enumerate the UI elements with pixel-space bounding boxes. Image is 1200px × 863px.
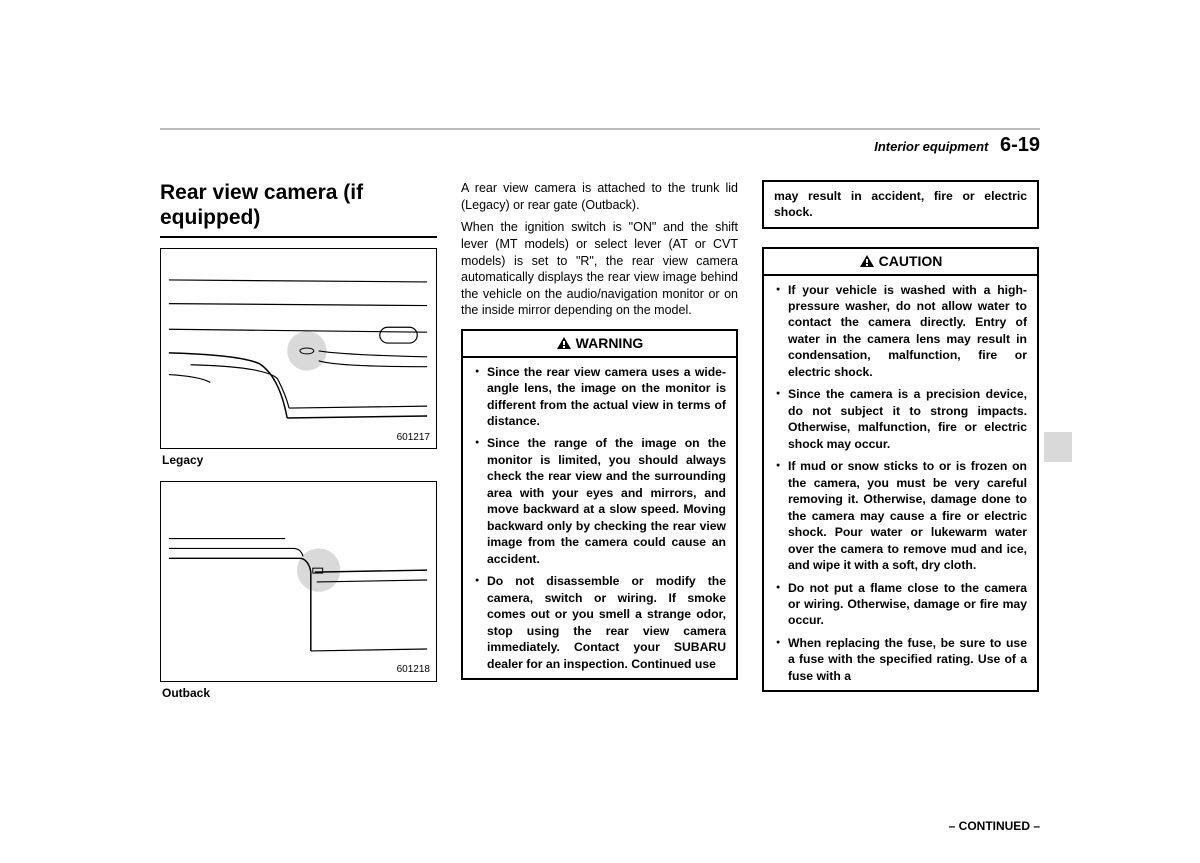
column-2: A rear view camera is attached to the tr…	[461, 180, 738, 714]
outback-diagram-svg	[161, 482, 435, 676]
figure-caption: Outback	[162, 686, 437, 702]
warning-item: Do not disassemble or modify the camera,…	[487, 573, 726, 672]
figure-legacy: 601217	[160, 248, 437, 449]
thumb-tab	[1044, 432, 1072, 462]
warning-body: Since the rear view camera uses a wide-a…	[463, 358, 736, 678]
figure-number: 601218	[397, 663, 430, 676]
figure-caption: Legacy	[162, 453, 437, 469]
column-1: Rear view camera (if equipped) 601217 Le…	[160, 180, 437, 714]
continued-marker: – CONTINUED –	[949, 819, 1040, 833]
caution-item: Since the camera is a precision device, …	[788, 386, 1027, 452]
caution-header: CAUTION	[764, 249, 1037, 276]
warning-list: Since the rear view camera uses a wide-a…	[473, 364, 726, 672]
paragraph: A rear view camera is attached to the tr…	[461, 180, 738, 213]
caution-item: Do not put a flame close to the camera o…	[788, 580, 1027, 629]
caution-item: When replacing the fuse, be sure to use …	[788, 635, 1027, 684]
warning-continued-box: may result in accident, fire or electric…	[762, 180, 1039, 229]
caution-label: CAUTION	[879, 253, 943, 269]
caution-box: CAUTION If your vehicle is washed with a…	[762, 247, 1039, 692]
section-heading: Rear view camera (if equipped)	[160, 180, 437, 230]
figure-outback: 601218	[160, 481, 437, 682]
warning-item: Since the range of the image on the moni…	[487, 435, 726, 567]
warning-continued-text: may result in accident, fire or electric…	[774, 189, 1027, 219]
caution-list: If your vehicle is washed with a high-pr…	[774, 282, 1027, 685]
header-rule	[160, 128, 1040, 130]
section-name: Interior equipment	[874, 139, 988, 154]
caution-icon	[859, 254, 875, 268]
legacy-diagram-svg	[161, 249, 435, 443]
figure-number: 601217	[397, 431, 430, 444]
warning-box: WARNING Since the rear view camera uses …	[461, 329, 738, 680]
page-header: Interior equipment 6-19	[874, 134, 1040, 157]
warning-item: Since the rear view camera uses a wide-a…	[487, 364, 726, 430]
heading-rule	[160, 236, 437, 238]
caution-item: If mud or snow sticks to or is frozen on…	[788, 458, 1027, 573]
paragraph: When the ignition switch is "ON" and the…	[461, 219, 738, 319]
warning-icon	[556, 336, 572, 350]
page-number: 6-19	[1000, 134, 1040, 156]
column-3: may result in accident, fire or electric…	[762, 180, 1039, 714]
caution-item: If your vehicle is washed with a high-pr…	[788, 282, 1027, 381]
warning-header: WARNING	[463, 331, 736, 358]
caution-body: If your vehicle is washed with a high-pr…	[764, 276, 1037, 691]
warning-label: WARNING	[576, 335, 644, 351]
